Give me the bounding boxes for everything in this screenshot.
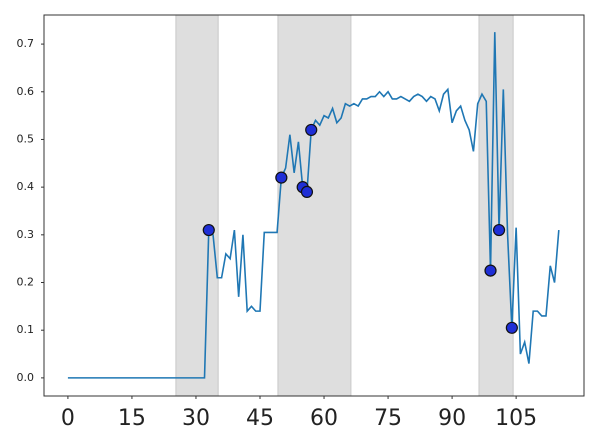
y-tick-label: 0.1 [17,323,35,336]
x-tick-label: 15 [118,406,146,431]
x-tick-label: 45 [246,406,274,431]
x-tick-label: 90 [438,406,466,431]
y-tick-label: 0.2 [17,276,35,289]
x-tick-label: 105 [495,406,537,431]
y-tick-label: 0.7 [17,37,35,50]
marker [202,223,215,237]
y-tick-label: 0.3 [17,228,35,241]
plot-frame [43,14,585,397]
marker [275,171,288,184]
y-tick-label: 0.6 [17,85,35,98]
x-tick-label: 30 [182,406,210,431]
x-tick-label: 0 [61,406,75,431]
marker [492,223,506,237]
x-tick-label: 75 [374,406,402,431]
highlight-span [277,14,352,397]
y-tick-label: 0.0 [17,371,35,384]
y-tick-label: 0.4 [17,180,35,193]
marker [505,321,518,334]
y-tick-label: 0.5 [17,132,35,145]
x-tick-label: 60 [310,406,338,431]
marker [305,123,318,137]
marker [484,264,497,277]
marker [300,185,314,199]
highlight-span [175,14,219,397]
